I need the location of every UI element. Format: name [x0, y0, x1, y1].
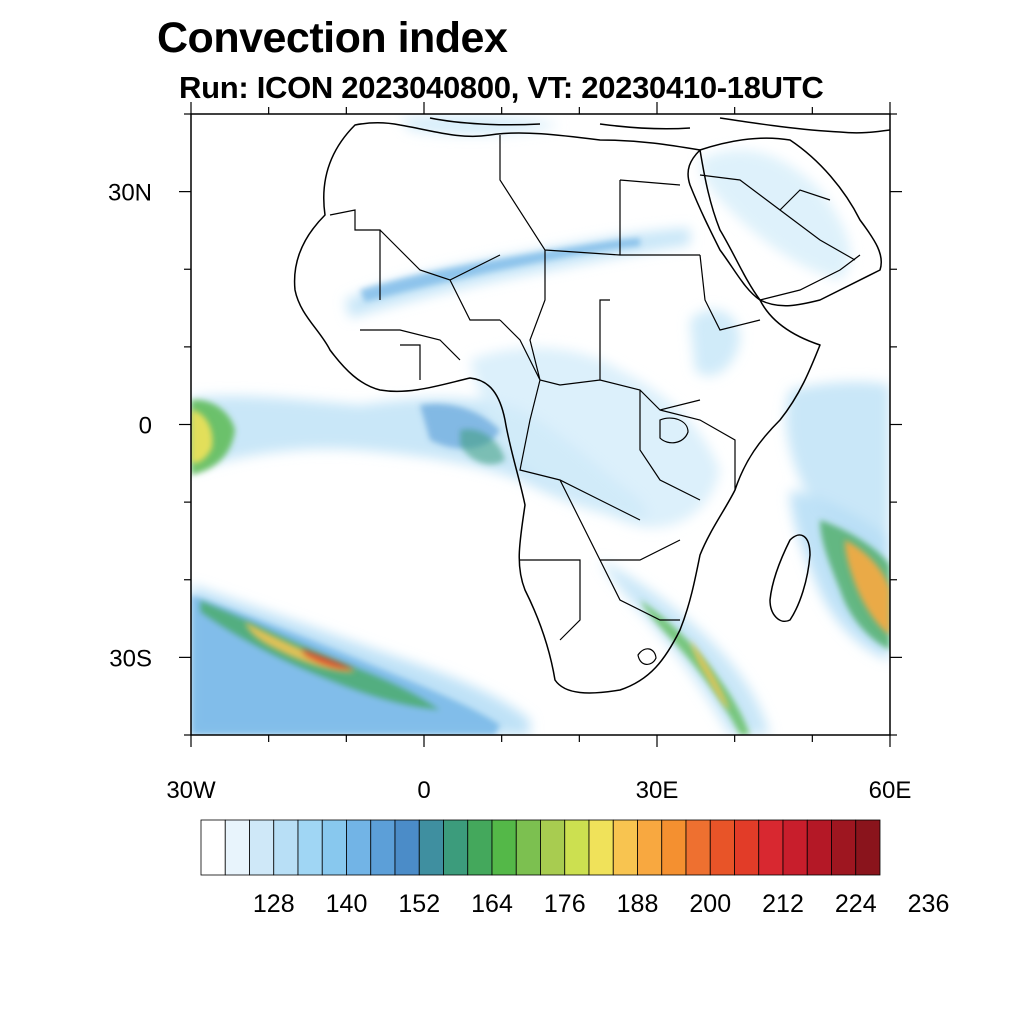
colorbar-label: 176: [544, 890, 586, 918]
lon-tick-label: 30E: [636, 777, 679, 804]
colorbar-labels: 128 140 152 164 176 188 200 212 224 236: [253, 890, 949, 918]
colorbar-swatch: [346, 819, 372, 876]
colorbar-swatch: [418, 819, 444, 876]
colorbar-swatch: [515, 819, 541, 876]
moderate-madagascar: [820, 520, 890, 650]
colorbar-label: 224: [835, 890, 877, 918]
strong-west-edge-core: [191, 410, 213, 464]
arabia-borders: [699, 174, 861, 301]
colorbar-swatch: [224, 819, 250, 876]
colorbar-swatch: [443, 819, 469, 876]
strong-mozambique-core: [690, 640, 730, 710]
convection-ethiopia: [690, 309, 740, 376]
convection-arabia: [700, 150, 851, 280]
lon-tick-label: 30W: [166, 777, 216, 804]
colorbar-label: 128: [253, 890, 295, 918]
colorbar-swatch: [855, 819, 881, 876]
lesotho: [637, 648, 657, 665]
colorbar-swatch: [806, 819, 832, 876]
colorbar-swatch: [734, 819, 760, 876]
axis-ticks: [179, 102, 902, 747]
colorbar-swatch: [661, 819, 687, 876]
lat-tick-label: 30N: [108, 180, 152, 207]
border-lines: [329, 135, 761, 641]
moderate-gulf-guinea: [460, 429, 505, 465]
moderate-sahel-streak: [360, 238, 640, 302]
convection-central-africa: [470, 347, 720, 528]
colorbar-swatch: [564, 819, 590, 876]
colorbar-swatch: [612, 819, 638, 876]
colorbar-swatch: [540, 819, 566, 876]
madagascar-outline: [769, 534, 811, 622]
colorbar-swatch: [297, 819, 323, 876]
colorbar-label: 140: [326, 890, 368, 918]
colorbar-swatch: [831, 819, 857, 876]
lake-victoria: [659, 417, 689, 444]
map-area: [191, 114, 890, 735]
colorbar-label: 200: [689, 890, 731, 918]
colorbar-swatch: [467, 819, 493, 876]
map-subtitle: Run: ICON 2023040800, VT: 20230410-18UTC: [179, 70, 824, 105]
coastlines: [293, 117, 890, 694]
colorbar-swatch: [758, 819, 784, 876]
colorbar-label: 152: [398, 890, 440, 918]
colorbar-swatch: [249, 819, 275, 876]
colorbar-label: 236: [908, 890, 950, 918]
moderate-southwest-core: [200, 600, 440, 710]
mediterranean-north-coast: [429, 117, 890, 134]
colorbar: [200, 819, 881, 876]
convection-indian-ocean: [785, 381, 890, 560]
africa-coastline: [293, 122, 821, 694]
lon-tick-label: 0: [417, 777, 430, 804]
lat-tick-label: 0: [139, 413, 152, 440]
colorbar-swatch: [200, 819, 226, 876]
axis-labels: 30W 0 30E 60E 30N 0 30S: [108, 180, 911, 804]
strong-madagascar-core: [845, 540, 890, 635]
convection-strong: [191, 410, 890, 710]
colorbar-swatch: [637, 819, 663, 876]
country-borders: [329, 135, 861, 665]
colorbar-label: 188: [617, 890, 659, 918]
colorbar-swatch: [370, 819, 396, 876]
colorbar-label: 212: [762, 890, 804, 918]
lat-tick-label: 30S: [109, 645, 152, 672]
colorbar-swatch: [709, 819, 735, 876]
colorbar-swatch: [321, 819, 347, 876]
colorbar-label: 164: [471, 890, 513, 918]
colorbar-swatch: [491, 819, 517, 876]
colorbar-swatch: [273, 819, 299, 876]
colorbar-swatch: [782, 819, 808, 876]
colorbar-swatch: [588, 819, 614, 876]
map-title: Convection index: [157, 14, 508, 62]
arabia-outline: [699, 137, 882, 307]
lon-tick-label: 60E: [869, 777, 912, 804]
colorbar-swatch: [685, 819, 711, 876]
colorbar-swatch: [394, 819, 420, 876]
strong-southwest-red: [300, 648, 355, 671]
